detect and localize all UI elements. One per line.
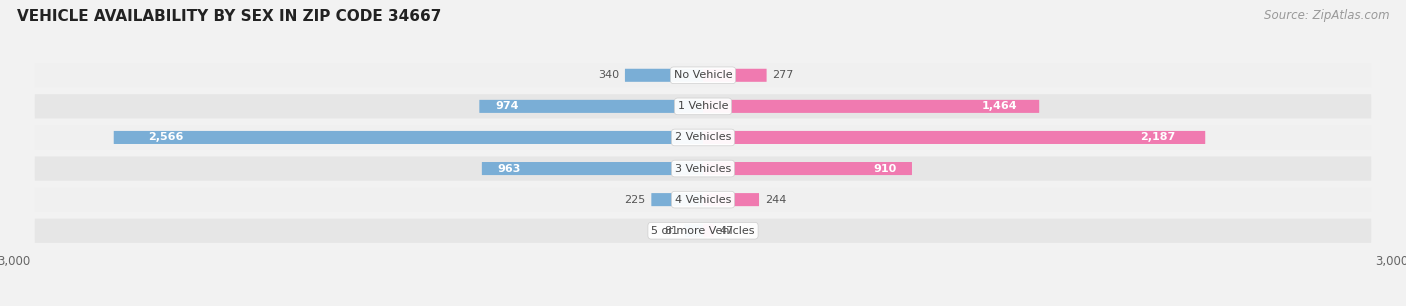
Text: 225: 225 bbox=[624, 195, 645, 205]
Text: 340: 340 bbox=[598, 70, 619, 80]
FancyBboxPatch shape bbox=[624, 69, 703, 82]
Text: No Vehicle: No Vehicle bbox=[673, 70, 733, 80]
FancyBboxPatch shape bbox=[482, 162, 703, 175]
FancyBboxPatch shape bbox=[703, 162, 912, 175]
FancyBboxPatch shape bbox=[703, 224, 714, 237]
Text: 47: 47 bbox=[720, 226, 734, 236]
Text: Source: ZipAtlas.com: Source: ZipAtlas.com bbox=[1264, 9, 1389, 22]
FancyBboxPatch shape bbox=[35, 63, 1371, 88]
Text: 2,566: 2,566 bbox=[148, 132, 183, 143]
Text: 974: 974 bbox=[495, 101, 519, 111]
FancyBboxPatch shape bbox=[651, 193, 703, 206]
Text: 910: 910 bbox=[873, 163, 897, 174]
Text: VEHICLE AVAILABILITY BY SEX IN ZIP CODE 34667: VEHICLE AVAILABILITY BY SEX IN ZIP CODE … bbox=[17, 9, 441, 24]
Text: 3 Vehicles: 3 Vehicles bbox=[675, 163, 731, 174]
Text: 277: 277 bbox=[772, 70, 794, 80]
Text: 2,187: 2,187 bbox=[1140, 132, 1175, 143]
FancyBboxPatch shape bbox=[114, 131, 703, 144]
FancyBboxPatch shape bbox=[35, 188, 1371, 212]
FancyBboxPatch shape bbox=[479, 100, 703, 113]
FancyBboxPatch shape bbox=[35, 125, 1371, 150]
Text: 4 Vehicles: 4 Vehicles bbox=[675, 195, 731, 205]
FancyBboxPatch shape bbox=[35, 156, 1371, 181]
Text: 1 Vehicle: 1 Vehicle bbox=[678, 101, 728, 111]
FancyBboxPatch shape bbox=[703, 100, 1039, 113]
Text: 244: 244 bbox=[765, 195, 786, 205]
FancyBboxPatch shape bbox=[35, 218, 1371, 243]
Text: 1,464: 1,464 bbox=[983, 101, 1018, 111]
FancyBboxPatch shape bbox=[703, 193, 759, 206]
Text: 2 Vehicles: 2 Vehicles bbox=[675, 132, 731, 143]
Text: 5 or more Vehicles: 5 or more Vehicles bbox=[651, 226, 755, 236]
FancyBboxPatch shape bbox=[685, 224, 703, 237]
Text: 81: 81 bbox=[665, 226, 679, 236]
FancyBboxPatch shape bbox=[703, 69, 766, 82]
FancyBboxPatch shape bbox=[35, 94, 1371, 118]
Text: 963: 963 bbox=[498, 163, 520, 174]
FancyBboxPatch shape bbox=[703, 131, 1205, 144]
